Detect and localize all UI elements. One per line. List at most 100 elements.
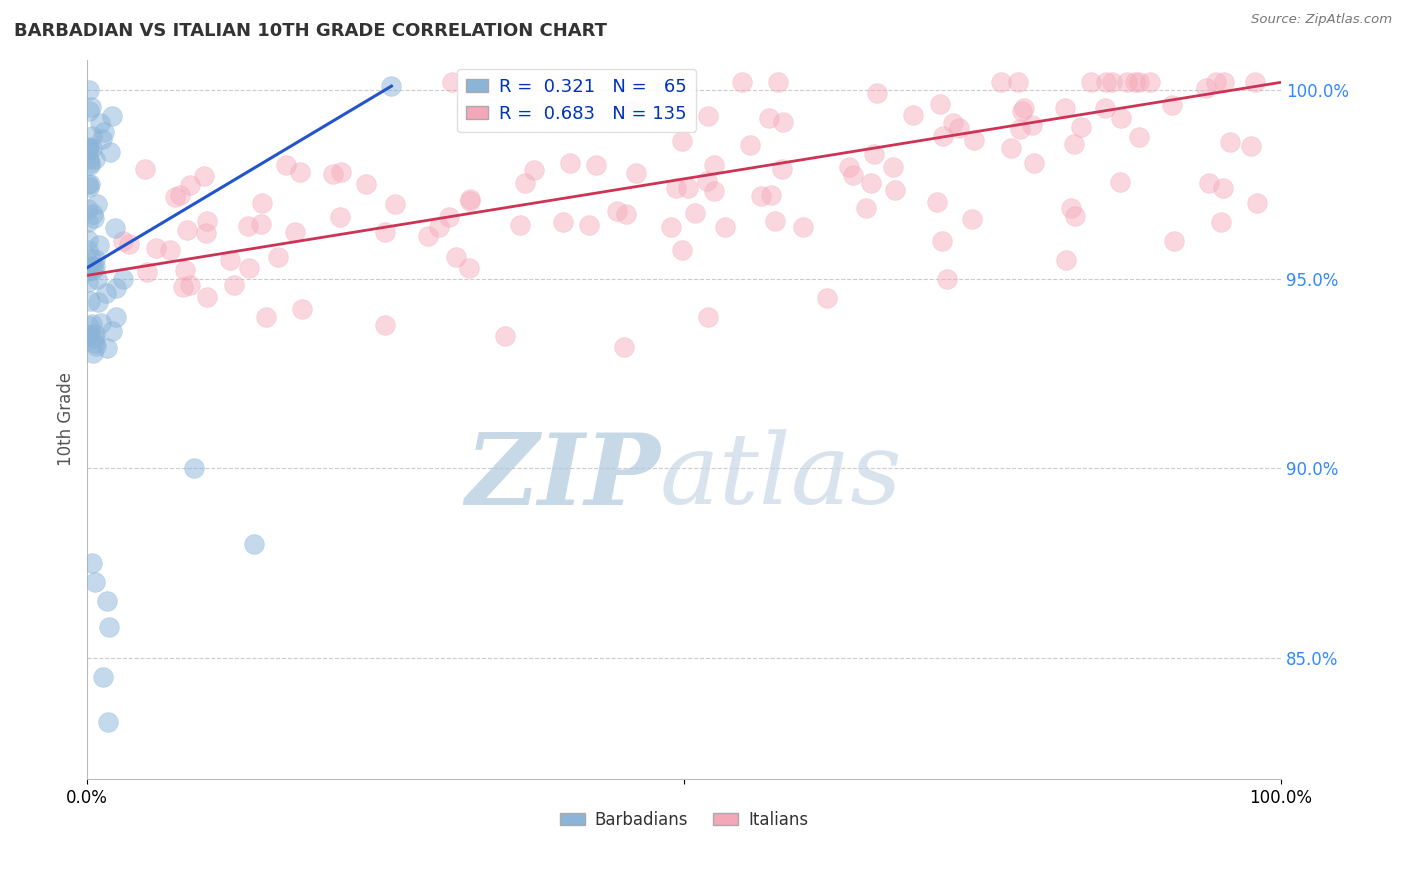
Point	[101, 324, 124, 338]
Point	[80, 141, 103, 155]
Point	[863, 146, 886, 161]
Point	[104, 221, 127, 235]
Point	[558, 156, 581, 170]
Point	[77, 140, 100, 154]
Point	[83, 331, 105, 345]
Point	[460, 192, 482, 206]
Point	[942, 116, 965, 130]
Point	[683, 206, 706, 220]
Point	[77, 152, 100, 166]
Point	[1219, 136, 1241, 150]
Point	[98, 620, 121, 634]
Point	[659, 219, 682, 234]
Point	[731, 75, 754, 89]
Point	[1053, 101, 1076, 115]
Point	[77, 275, 100, 289]
Point	[179, 178, 201, 193]
Point	[1123, 75, 1146, 89]
Point	[105, 281, 128, 295]
Point	[77, 327, 100, 342]
Point	[79, 318, 101, 333]
Point	[416, 229, 439, 244]
Point	[330, 165, 353, 179]
Point	[1212, 180, 1234, 194]
Text: ZIP: ZIP	[465, 428, 659, 525]
Point	[176, 223, 198, 237]
Point	[77, 244, 100, 258]
Point	[620, 103, 643, 118]
Point	[1139, 75, 1161, 89]
Point	[859, 176, 882, 190]
Point	[792, 219, 814, 234]
Point	[77, 82, 100, 96]
Point	[135, 264, 157, 278]
Point	[738, 137, 761, 152]
Point	[578, 219, 600, 233]
Point	[439, 210, 461, 224]
Point	[193, 169, 215, 183]
Point	[91, 670, 114, 684]
Point	[1205, 75, 1227, 89]
Point	[585, 158, 607, 172]
Point	[865, 86, 887, 100]
Point	[322, 167, 344, 181]
Point	[883, 183, 905, 197]
Point	[759, 188, 782, 202]
Point	[77, 140, 100, 154]
Point	[90, 132, 112, 146]
Point	[77, 202, 100, 216]
Point	[457, 261, 479, 276]
Point	[96, 594, 118, 608]
Point	[291, 302, 314, 317]
Point	[1063, 137, 1085, 152]
Point	[274, 158, 297, 172]
Legend: Barbadians, Italians: Barbadians, Italians	[553, 804, 815, 835]
Point	[174, 262, 197, 277]
Point	[80, 317, 103, 331]
Point	[80, 252, 103, 266]
Point	[82, 207, 104, 221]
Point	[763, 214, 786, 228]
Point	[290, 165, 312, 179]
Point	[266, 250, 288, 264]
Point	[89, 237, 111, 252]
Point	[90, 316, 112, 330]
Point	[105, 310, 128, 324]
Point	[111, 272, 134, 286]
Point	[101, 110, 124, 124]
Point	[441, 75, 464, 89]
Point	[284, 225, 307, 239]
Point	[250, 196, 273, 211]
Point	[671, 243, 693, 257]
Point	[96, 341, 118, 355]
Point	[83, 211, 105, 226]
Point	[374, 225, 396, 239]
Point	[696, 310, 718, 324]
Point	[1128, 129, 1150, 144]
Point	[963, 133, 986, 147]
Point	[1014, 101, 1036, 115]
Point	[238, 261, 260, 276]
Point	[179, 277, 201, 292]
Point	[515, 176, 537, 190]
Point	[1021, 118, 1043, 132]
Point	[1108, 176, 1130, 190]
Point	[380, 79, 402, 94]
Point	[163, 190, 186, 204]
Point	[494, 329, 516, 343]
Point	[1064, 209, 1087, 223]
Point	[815, 291, 838, 305]
Text: Source: ZipAtlas.com: Source: ZipAtlas.com	[1251, 13, 1392, 27]
Point	[83, 327, 105, 342]
Point	[219, 253, 242, 268]
Point	[1240, 139, 1263, 153]
Point	[183, 461, 205, 475]
Point	[613, 340, 636, 354]
Point	[374, 318, 396, 332]
Point	[772, 115, 794, 129]
Point	[79, 294, 101, 309]
Point	[1115, 75, 1137, 89]
Point	[551, 214, 574, 228]
Point	[159, 244, 181, 258]
Point	[77, 264, 100, 278]
